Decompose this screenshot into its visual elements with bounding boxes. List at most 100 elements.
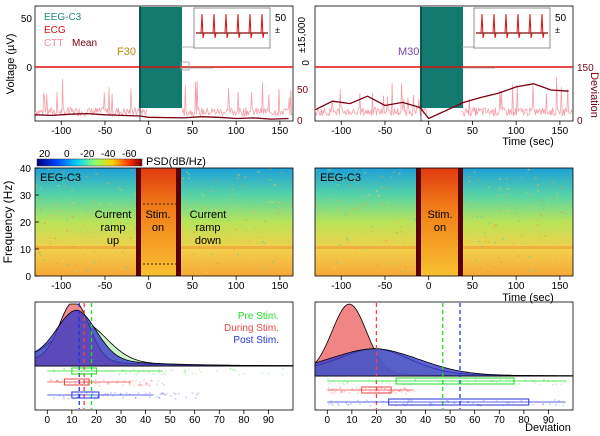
box-point	[414, 378, 416, 381]
spec-speckle	[209, 218, 212, 221]
spec-speckle	[58, 210, 61, 212]
box-point	[61, 383, 64, 386]
box-point	[119, 372, 121, 375]
box-point	[184, 369, 187, 372]
spec-speckle	[399, 270, 402, 272]
box-point	[347, 403, 350, 406]
box-point	[465, 378, 467, 380]
box-point	[158, 368, 160, 371]
box-point	[196, 394, 198, 396]
box-point	[480, 404, 482, 407]
spec-speckle	[216, 210, 219, 213]
box-point	[543, 379, 545, 381]
box-point	[67, 397, 69, 400]
spec-speckle	[535, 270, 538, 272]
box-point	[134, 397, 137, 399]
spec-speckle	[346, 237, 348, 240]
box-point	[171, 369, 174, 372]
spec-speckle	[125, 266, 128, 269]
time-right-rtick-150: 150	[577, 63, 594, 74]
box-point	[350, 403, 352, 405]
spec-speckle	[346, 239, 349, 241]
xtick-label: 60	[469, 415, 481, 426]
box-point	[200, 370, 203, 373]
spec-speckle	[527, 168, 530, 171]
box-point	[334, 390, 337, 393]
box-point	[132, 368, 135, 371]
spec-speckle	[316, 213, 319, 216]
box-point	[388, 380, 390, 383]
box-point	[134, 373, 136, 375]
box-point	[472, 402, 474, 404]
spec-speckle	[250, 256, 253, 259]
spec-speckle	[125, 207, 127, 209]
spec-speckle	[116, 217, 119, 219]
spec-speckle	[271, 201, 274, 203]
box-point	[505, 379, 508, 381]
spec-speckle	[532, 218, 535, 221]
spec-speckle	[99, 262, 102, 264]
spec-left-ramp-up-3: up	[107, 235, 119, 247]
spec-speckle	[528, 256, 531, 258]
box-point	[62, 395, 65, 398]
spec-speckle	[93, 261, 96, 263]
box-point	[407, 399, 409, 402]
spec-speckle	[542, 182, 545, 185]
spec-speckle	[550, 197, 553, 199]
spec-left-ramp-down-2: ramp	[195, 222, 220, 234]
box-point	[533, 378, 536, 381]
box-point	[357, 399, 359, 402]
box-point	[444, 382, 447, 385]
box-point	[191, 392, 194, 394]
box-point	[151, 380, 153, 382]
box-point	[119, 393, 122, 396]
box-point	[460, 400, 463, 402]
spec-speckle	[401, 218, 404, 221]
spec-speckle	[93, 200, 96, 203]
box-point	[235, 369, 237, 372]
box-point	[332, 404, 334, 406]
time-left-inset: 50 ±	[180, 7, 287, 71]
spec-speckle	[363, 249, 366, 251]
spec-speckle	[75, 270, 78, 273]
box-point	[129, 384, 131, 386]
spec-speckle	[363, 171, 366, 174]
spec-speckle	[553, 245, 555, 247]
spec-speckle	[61, 181, 64, 184]
spec-speckle	[189, 208, 192, 211]
box-point	[389, 393, 392, 395]
box-point	[333, 392, 335, 394]
box-point	[145, 382, 148, 384]
spec-speckle	[564, 222, 567, 225]
time-right-mean-line	[314, 83, 569, 120]
colorbar-gradient	[36, 158, 143, 167]
spec-speckle	[405, 266, 407, 268]
box-point	[160, 392, 163, 395]
box-point	[395, 404, 397, 407]
box-point	[170, 368, 172, 371]
spec-speckle	[365, 218, 367, 221]
spec-speckle	[499, 189, 502, 191]
time-right-xticks: -100 -50 0 50 100 150	[331, 121, 569, 137]
spec-speckle	[120, 189, 123, 191]
box-point	[282, 368, 284, 370]
spec-speckle	[211, 239, 214, 242]
xtick-label: -50	[378, 126, 393, 137]
spec-speckle	[71, 189, 74, 192]
box-iqr	[388, 398, 530, 406]
box-point	[389, 383, 391, 385]
spec-speckle	[46, 247, 49, 249]
spec-speckle	[80, 249, 83, 252]
spec-speckle	[539, 263, 542, 266]
spec-left-ramp-up-2: ramp	[100, 222, 125, 234]
spec-speckle	[232, 188, 235, 191]
box-point	[343, 383, 345, 386]
spec-speckle	[129, 237, 132, 239]
box-point	[539, 383, 542, 386]
spec-speckle	[252, 257, 255, 259]
spec-speckle	[522, 198, 525, 201]
spec-speckle	[237, 174, 240, 176]
spec-speckle	[556, 192, 559, 195]
xtick-label: -50	[98, 281, 113, 292]
box-point	[106, 382, 109, 384]
